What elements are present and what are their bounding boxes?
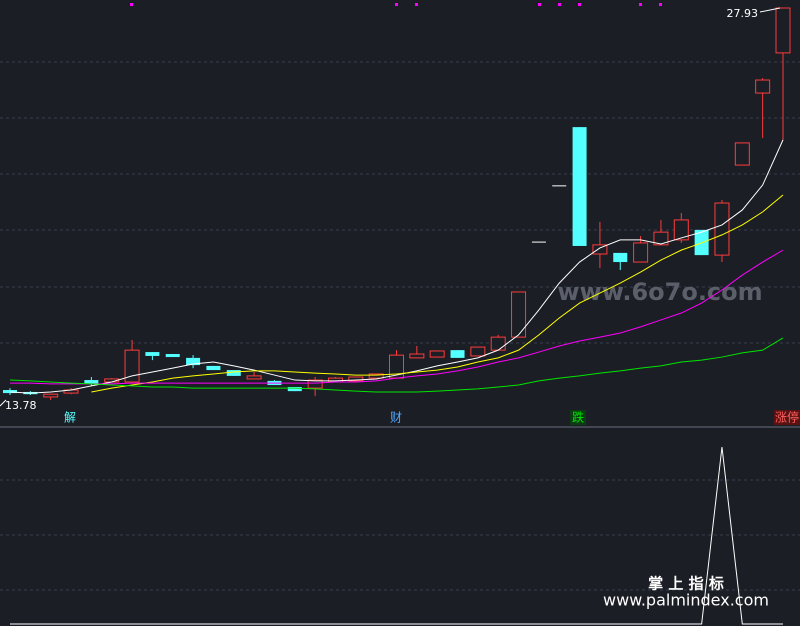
signal-dots xyxy=(130,3,662,6)
body xyxy=(246,375,262,380)
dot xyxy=(538,3,541,6)
body xyxy=(592,244,608,255)
body xyxy=(653,231,669,246)
body xyxy=(186,357,201,366)
body xyxy=(43,393,59,398)
body xyxy=(226,370,241,376)
body xyxy=(450,350,465,358)
signal-label: 涨停 xyxy=(775,410,799,425)
body xyxy=(206,365,221,371)
high-pointer xyxy=(759,7,781,13)
moving-average xyxy=(91,194,784,393)
body xyxy=(327,377,343,383)
body xyxy=(734,142,750,166)
body xyxy=(287,386,302,392)
watermark: www.palmindex.com xyxy=(603,591,769,610)
dot xyxy=(659,3,662,6)
body xyxy=(775,7,791,54)
body xyxy=(470,346,486,357)
body xyxy=(368,373,384,379)
body xyxy=(613,252,628,263)
moving-average xyxy=(9,337,784,393)
watermark: www.6o7o.com xyxy=(557,278,762,306)
high-label: 27.93 xyxy=(727,7,759,20)
dot xyxy=(130,3,133,6)
body xyxy=(409,353,425,359)
signal-label: 解 xyxy=(64,411,76,425)
dot xyxy=(639,3,642,6)
body xyxy=(307,379,323,389)
low-pointer xyxy=(0,399,7,407)
body xyxy=(84,380,99,384)
body xyxy=(165,354,180,358)
dot xyxy=(558,3,561,6)
body xyxy=(572,127,587,246)
dot xyxy=(395,3,398,6)
body xyxy=(673,219,689,241)
low-label: 13.78 xyxy=(5,399,37,412)
body xyxy=(3,390,17,394)
body xyxy=(145,352,160,356)
body xyxy=(124,349,140,383)
body xyxy=(714,202,730,256)
watermark: 掌 上 指 标 xyxy=(648,575,724,593)
signal-label: 财 xyxy=(390,411,402,425)
dot xyxy=(578,3,581,6)
moving-average xyxy=(9,139,784,394)
signal-label: 跌 xyxy=(572,410,584,425)
signal-bg xyxy=(570,410,586,425)
moving-average xyxy=(10,249,784,385)
body xyxy=(755,79,771,94)
body xyxy=(633,242,649,263)
body xyxy=(429,350,445,358)
grid xyxy=(0,61,800,591)
dot xyxy=(415,3,418,6)
signal-bg xyxy=(774,410,800,425)
body xyxy=(348,376,364,382)
body xyxy=(490,336,506,351)
indicator-line xyxy=(10,446,783,625)
body xyxy=(511,291,527,338)
